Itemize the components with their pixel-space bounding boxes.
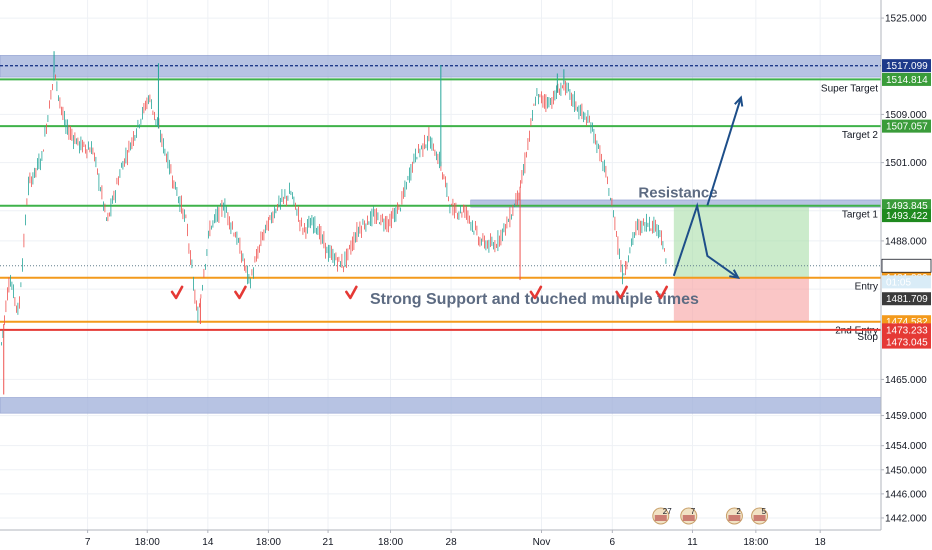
price-tick-label-10: 1450.000 bbox=[885, 465, 927, 476]
check-mark-5 bbox=[655, 285, 669, 300]
event-flag-stripe-2 bbox=[728, 515, 741, 521]
price-tag-2: 1507.057 bbox=[886, 122, 928, 133]
time-tick-label-0: 7 bbox=[85, 537, 91, 548]
arrow-0 bbox=[672, 202, 739, 279]
time-tick-label-2: 14 bbox=[202, 537, 214, 548]
price-tags-layer: 1517.0991514.8141507.0571493.8451481.889… bbox=[881, 59, 932, 349]
price-tag-extra-4: 1473.045 bbox=[886, 338, 928, 349]
time-axis-bg bbox=[0, 530, 932, 550]
price-tick-label-3: 1501.000 bbox=[885, 158, 927, 169]
price-tag-3: 1493.845 bbox=[886, 201, 928, 212]
event-flag-stripe-3 bbox=[753, 515, 766, 521]
price-tick-label-9: 1454.000 bbox=[885, 441, 927, 452]
event-count-1: 7 bbox=[691, 507, 696, 516]
price-tag-1: 1514.814 bbox=[886, 75, 928, 86]
grid-lines bbox=[0, 0, 881, 530]
time-tick-label-4: 21 bbox=[323, 537, 335, 548]
time-tick-label-1: 18:00 bbox=[135, 537, 160, 548]
price-tag-6-bg bbox=[882, 323, 931, 337]
price-tick-label-11: 1446.000 bbox=[885, 489, 927, 500]
arrows-layer bbox=[672, 95, 744, 279]
price-tag-extra-3: 1481.709 bbox=[886, 294, 928, 305]
candles-layer bbox=[0, 51, 667, 395]
arrowhead-0 bbox=[729, 269, 741, 279]
annotations-layer: Resistance Strong Support and touched mul… bbox=[370, 185, 718, 309]
time-tick-label-3: 18:00 bbox=[256, 537, 281, 548]
annotation-1: Strong Support and touched multiple time… bbox=[370, 291, 699, 308]
event-count-2: 2 bbox=[736, 507, 741, 516]
price-tag-extra-1: 1483.874 bbox=[886, 261, 928, 272]
check-mark-4 bbox=[615, 285, 628, 300]
price-tag-1-bg bbox=[882, 72, 931, 86]
price-tag-extra-3-bg bbox=[882, 292, 931, 306]
event-flag-stripe-0 bbox=[654, 515, 667, 521]
time-tick-label-10: 18:00 bbox=[743, 537, 768, 548]
level-label-6: Stop bbox=[857, 332, 878, 343]
annotation-0: Resistance bbox=[638, 185, 717, 202]
price-tag-6: 1473.233 bbox=[886, 325, 928, 336]
price-tag-0: 1517.099 bbox=[886, 61, 928, 72]
arrowhead-1 bbox=[734, 95, 744, 107]
check-mark-2 bbox=[345, 285, 358, 300]
price-tag-extra-0-bg bbox=[882, 209, 931, 223]
time-tick-label-6: 28 bbox=[446, 537, 458, 548]
event-count-0: 27 bbox=[663, 507, 672, 516]
price-tick-label-12: 1442.000 bbox=[885, 513, 927, 524]
level-label-2: Target 2 bbox=[842, 130, 879, 141]
price-tag-3-bg bbox=[882, 199, 931, 213]
time-tick-label-11: 18 bbox=[815, 537, 827, 548]
time-tick-label-8: 6 bbox=[610, 537, 616, 548]
price-tag-5: 1474.582 bbox=[886, 317, 928, 328]
price-tick-label-7: 1465.000 bbox=[885, 375, 927, 386]
zone-1 bbox=[0, 397, 882, 414]
price-tag-extra-4-bg bbox=[882, 335, 931, 349]
price-tick-label-2: 1509.000 bbox=[885, 110, 927, 121]
level-label-4: Entry bbox=[855, 282, 878, 293]
time-tick-label-7: Nov bbox=[533, 537, 551, 548]
check-mark-3 bbox=[529, 285, 543, 300]
loss-zone bbox=[673, 277, 809, 322]
price-tag-2-bg bbox=[882, 119, 931, 133]
arrow-1 bbox=[706, 97, 742, 206]
check-mark-0 bbox=[170, 285, 184, 300]
time-tick-label-5: 18:00 bbox=[378, 537, 403, 548]
level-label-1: Super Target bbox=[821, 83, 878, 94]
events-layer: 27 7 2 5 bbox=[652, 507, 769, 525]
level-label-3: Target 1 bbox=[842, 210, 879, 221]
price-tag-extra-2: 01:05 bbox=[886, 277, 911, 288]
check-mark-1 bbox=[234, 285, 247, 300]
event-flag-stripe-1 bbox=[682, 515, 695, 521]
price-tick-label-8: 1459.000 bbox=[885, 411, 927, 422]
price-tag-extra-0: 1493.422 bbox=[886, 211, 928, 222]
time-axis[interactable]: 7 18:00 14 18:00 21 18:00 28 Nov 6 11 18:00 18 bbox=[0, 529, 932, 550]
price-tag-extra-2-bg bbox=[882, 275, 931, 289]
check-marks-layer bbox=[170, 285, 669, 300]
price-tick-label-5: 1488.000 bbox=[885, 236, 927, 247]
price-tag-extra-1-bg bbox=[881, 258, 932, 273]
price-tag-0-bg bbox=[882, 59, 931, 73]
price-tick-label-0: 1525.000 bbox=[885, 14, 927, 25]
level-label-5: 2nd Entry bbox=[835, 326, 878, 337]
event-count-3: 5 bbox=[762, 507, 767, 516]
time-tick-label-9: 11 bbox=[687, 537, 698, 548]
